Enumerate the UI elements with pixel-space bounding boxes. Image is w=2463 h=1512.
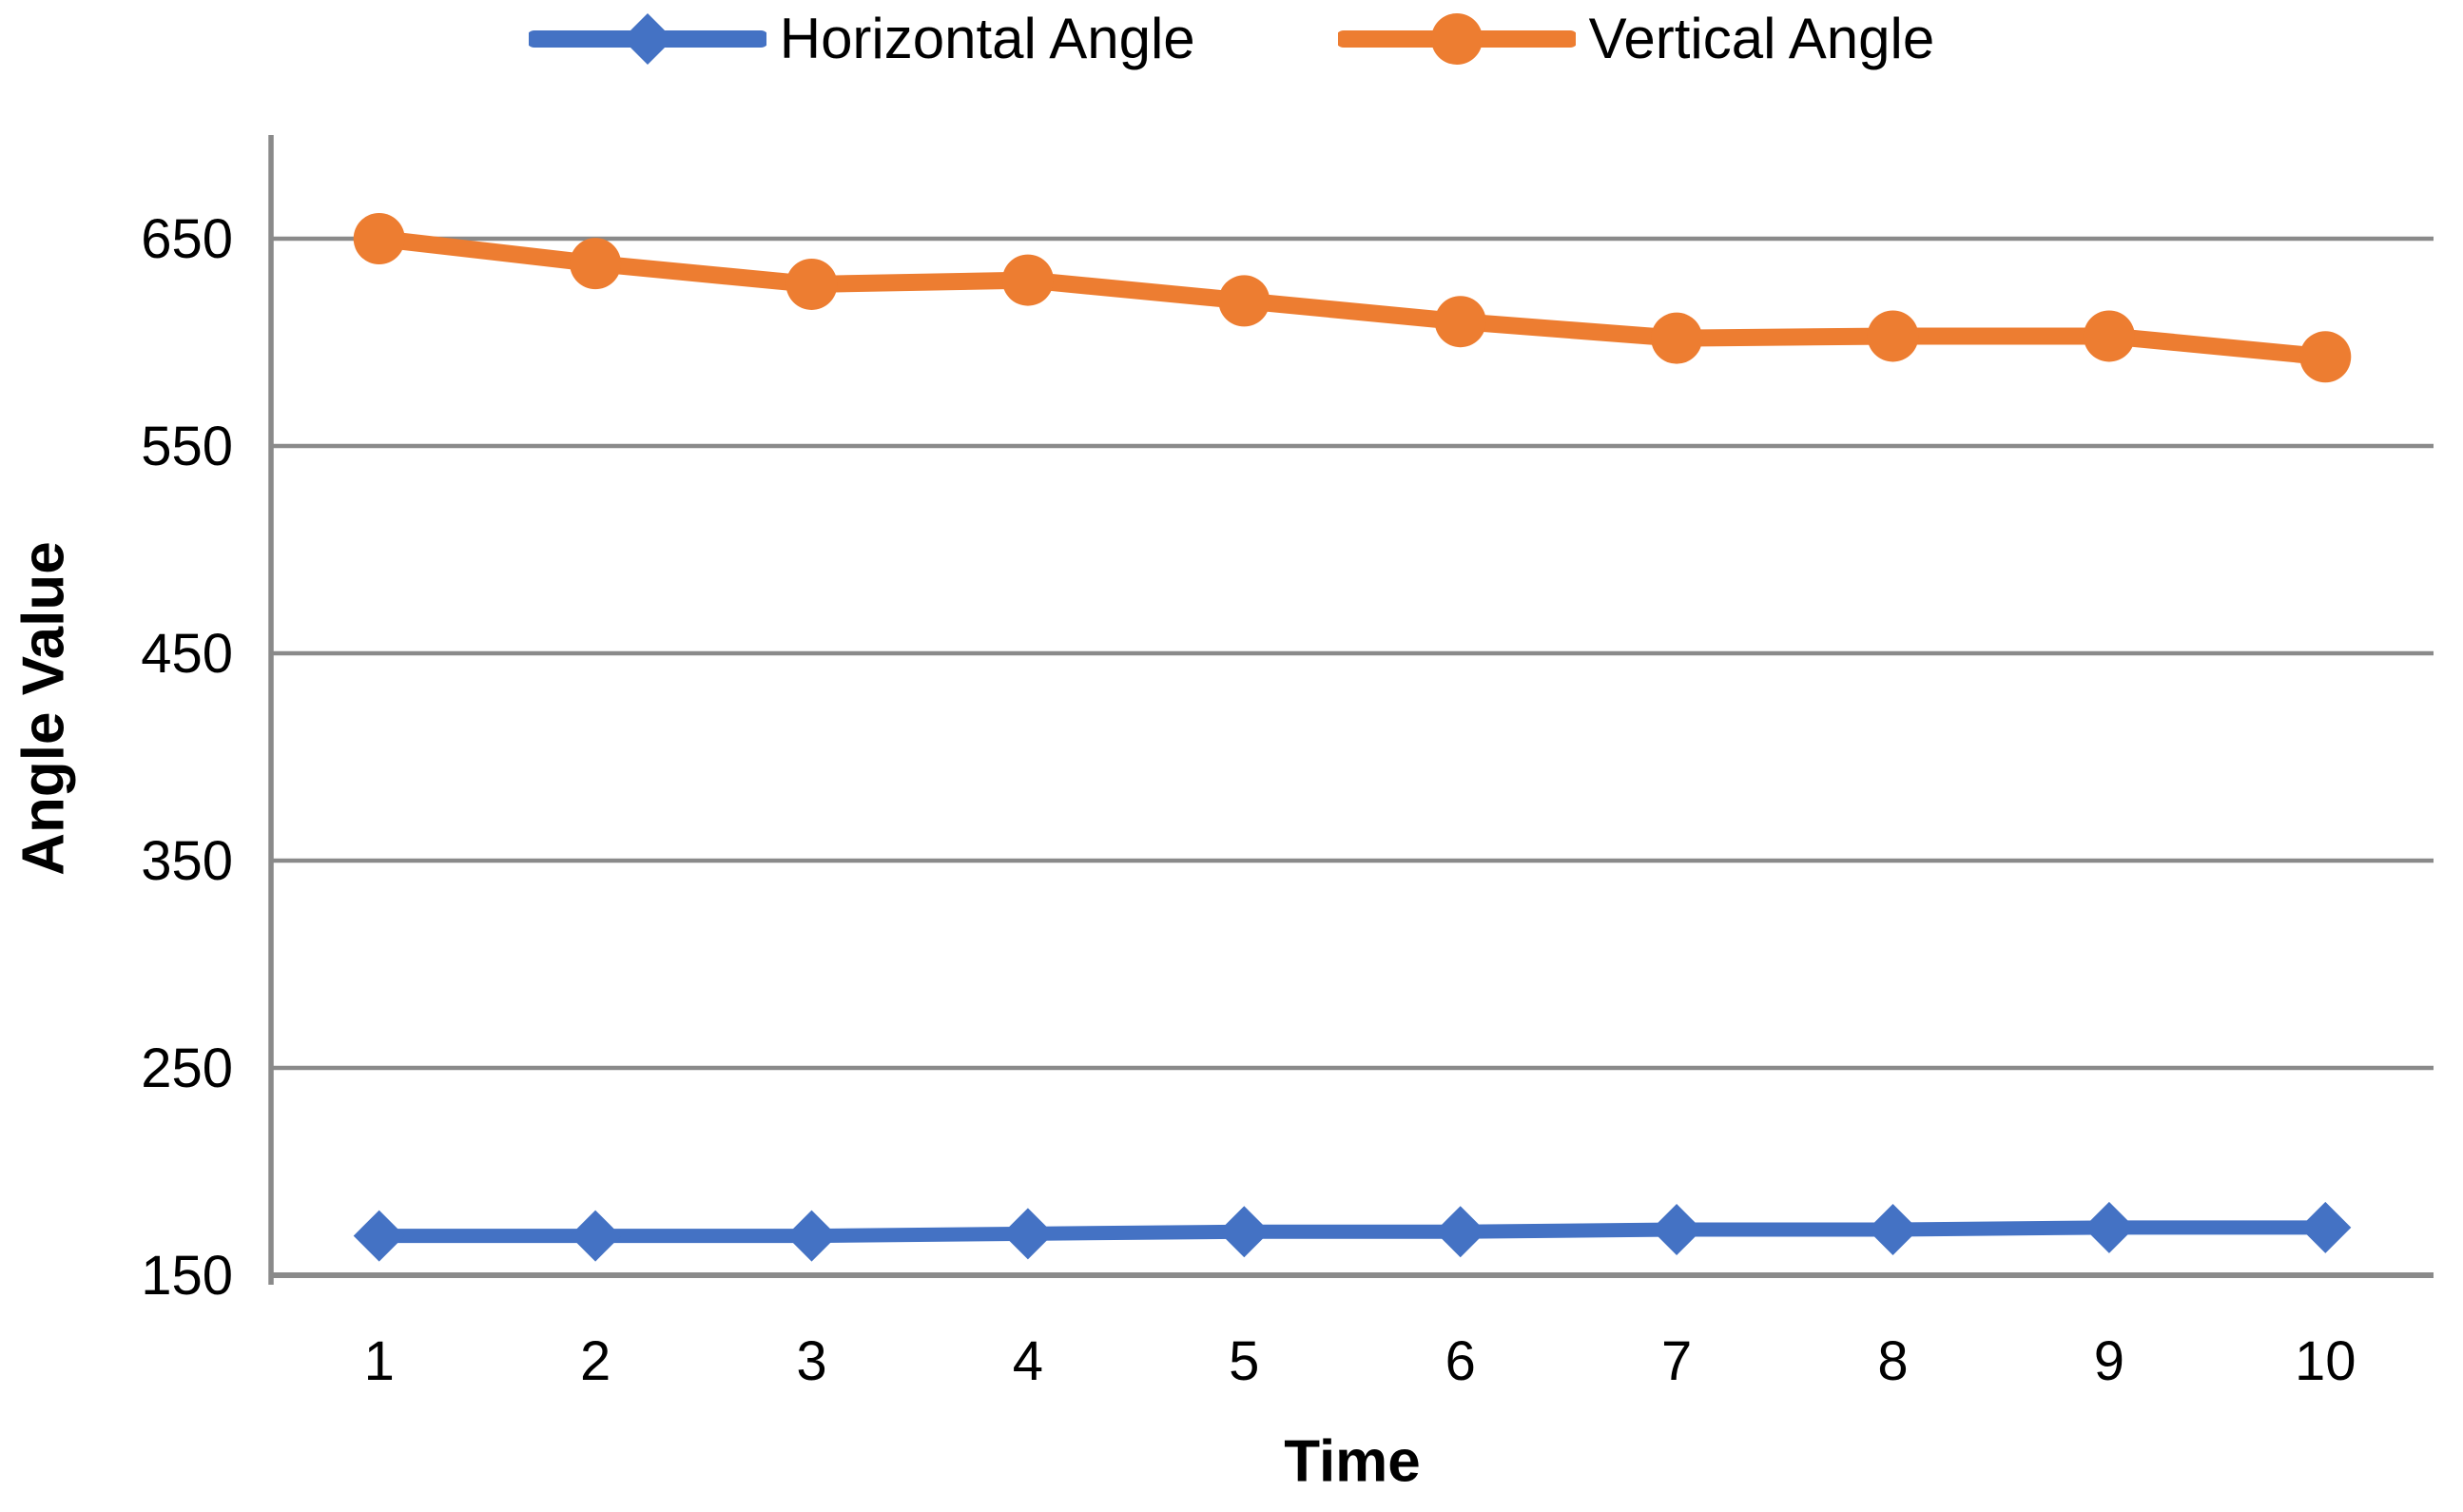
data-point-vertical-angle — [1434, 296, 1486, 348]
data-point-vertical-angle — [570, 238, 622, 290]
data-point-horizontal-angle — [2083, 1201, 2135, 1253]
data-point-vertical-angle — [1651, 312, 1703, 364]
data-point-horizontal-angle — [1434, 1206, 1486, 1258]
horizontal-angle-legend-marker — [528, 12, 766, 65]
data-point-horizontal-angle — [1651, 1204, 1703, 1256]
x-axis-title: Time — [1284, 1428, 1421, 1495]
legend-item-horizontal-angle: Horizontal Angle — [528, 6, 1195, 71]
data-point-horizontal-angle — [2299, 1201, 2352, 1253]
data-point-horizontal-angle — [1867, 1204, 1919, 1256]
legend-swatch-marker — [621, 12, 673, 65]
legend: Horizontal Angle Vertical Angle — [0, 6, 2463, 71]
data-point-vertical-angle — [2083, 310, 2135, 362]
legend-swatch-marker — [1430, 12, 1483, 65]
y-tick-label: 350 — [141, 830, 233, 892]
x-tick-label: 8 — [1877, 1330, 1908, 1392]
y-tick-label: 450 — [141, 623, 233, 685]
x-tick-label: 9 — [2094, 1330, 2124, 1392]
data-point-vertical-angle — [1867, 310, 1919, 362]
y-tick-label: 650 — [141, 208, 233, 270]
x-tick-label: 1 — [364, 1330, 395, 1392]
data-point-horizontal-angle — [785, 1210, 838, 1262]
x-tick-label: 6 — [1445, 1330, 1476, 1392]
data-point-vertical-angle — [1001, 254, 1054, 306]
vertical-angle-legend-marker — [1337, 12, 1576, 65]
data-point-vertical-angle — [2299, 331, 2352, 383]
legend-item-vertical-angle: Vertical Angle — [1337, 6, 1935, 71]
x-tick-label: 4 — [1013, 1330, 1043, 1392]
y-axis-title: Angle Value — [10, 541, 77, 876]
data-point-vertical-angle — [353, 213, 405, 264]
x-tick-label: 5 — [1229, 1330, 1259, 1392]
y-tick-label: 250 — [141, 1037, 233, 1099]
data-point-horizontal-angle — [353, 1210, 405, 1262]
legend-label-horizontal-angle: Horizontal Angle — [779, 7, 1195, 70]
data-point-vertical-angle — [785, 258, 838, 310]
y-tick-label: 150 — [141, 1245, 233, 1307]
legend-label-vertical-angle: Vertical Angle — [1588, 7, 1935, 70]
x-tick-label: 3 — [796, 1330, 826, 1392]
x-tick-label: 10 — [2295, 1330, 2356, 1392]
x-tick-label: 2 — [580, 1330, 611, 1392]
y-tick-label: 550 — [141, 416, 233, 477]
data-point-horizontal-angle — [1001, 1208, 1054, 1260]
series-line-horizontal-angle — [372, 1220, 2333, 1244]
x-tick-label: 7 — [1661, 1330, 1692, 1392]
data-point-vertical-angle — [1218, 275, 1270, 327]
data-point-horizontal-angle — [570, 1210, 622, 1262]
series-line-vertical-angle — [370, 230, 2335, 366]
data-point-horizontal-angle — [1218, 1206, 1270, 1258]
